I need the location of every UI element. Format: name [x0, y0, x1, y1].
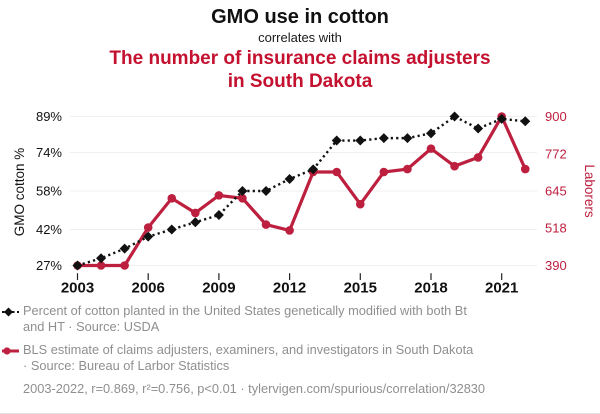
- data-point-gmo-cotton: [402, 133, 413, 144]
- legend-label-claims-adjusters: BLS estimate of claims adjusters, examin…: [23, 342, 474, 373]
- y-axis-tick-right: 900: [545, 109, 567, 124]
- gridlines: 89% 900 74% 772 58% 645 42% 518 27% 390: [36, 109, 567, 273]
- stats-footer: 2003-2022, r=0.869, r²=0.756, p<0.01 · t…: [23, 381, 486, 397]
- data-point-claims-adjusters: [520, 164, 530, 174]
- data-point-gmo-cotton: [143, 231, 154, 242]
- chart-subtitle: correlates with: [258, 30, 342, 45]
- data-point-claims-adjusters: [403, 164, 412, 174]
- chart-legend: Percent of cotton planted in the United …: [2, 303, 594, 397]
- data-point-claims-adjusters: [238, 194, 247, 203]
- legend-item-gmo-cotton: Percent of cotton planted in the United …: [2, 303, 594, 334]
- y-axis-tick-left: 27%: [36, 258, 62, 273]
- data-point-gmo-cotton: [520, 116, 531, 127]
- correlated-variable-title: The number of insurance claims adjusters…: [70, 48, 530, 93]
- data-point-claims-adjusters: [355, 199, 365, 209]
- data-point-claims-adjusters: [473, 153, 483, 162]
- y-axis-tick-left: 58%: [36, 184, 62, 199]
- data-point-gmo-cotton: [496, 113, 507, 124]
- data-point-claims-adjusters: [96, 261, 106, 270]
- x-axis-tick: 2006: [132, 280, 165, 297]
- data-point-gmo-cotton: [425, 128, 436, 139]
- data-point-claims-adjusters: [167, 194, 177, 203]
- data-point-gmo-cotton: [261, 186, 272, 196]
- data-point-gmo-cotton: [449, 111, 460, 122]
- x-axis-tick: 2012: [273, 280, 306, 297]
- y-axis-tick-left: 89%: [36, 109, 62, 124]
- x-axis-tick: 2015: [344, 280, 377, 297]
- data-point-gmo-cotton: [473, 123, 484, 134]
- data-point-gmo-cotton: [237, 186, 248, 196]
- data-point-gmo-cotton: [308, 164, 319, 175]
- data-point-gmo-cotton: [166, 224, 177, 235]
- chart-title: GMO use in cotton: [211, 6, 389, 28]
- y-axis-label-right: Laborers: [582, 164, 597, 218]
- data-point-claims-adjusters: [143, 223, 153, 232]
- y-axis-tick-left: 42%: [36, 222, 62, 237]
- legend-label-gmo-cotton: Percent of cotton planted in the United …: [23, 303, 467, 334]
- data-point-claims-adjusters: [261, 220, 271, 229]
- x-axis-tick: 2009: [202, 280, 235, 297]
- y-axis-tick-right: 390: [545, 258, 567, 273]
- series-gmo-cotton: [72, 111, 531, 271]
- gmo-series-legend-marker-icon: [2, 307, 19, 317]
- data-point-gmo-cotton: [378, 133, 389, 144]
- y-axis-tick-right: 645: [545, 184, 567, 199]
- data-point-claims-adjusters: [450, 161, 459, 171]
- x-axis-tick: 2021: [485, 280, 518, 297]
- data-point-claims-adjusters: [120, 261, 129, 270]
- y-axis-tick-left: 74%: [36, 145, 62, 160]
- data-point-gmo-cotton: [119, 243, 130, 254]
- data-point-gmo-cotton: [284, 173, 295, 184]
- y-axis-tick-right: 772: [545, 146, 567, 161]
- data-point-gmo-cotton: [96, 253, 107, 264]
- correlated-variable-text: The number of insurance claims adjusters…: [109, 48, 491, 92]
- data-point-gmo-cotton: [355, 135, 366, 146]
- data-point-claims-adjusters: [285, 226, 294, 235]
- x-axis-tick: 2003: [61, 280, 94, 297]
- data-point-claims-adjusters: [214, 191, 224, 200]
- x-axis-tick: 2018: [414, 280, 447, 297]
- data-point-gmo-cotton: [331, 135, 342, 146]
- data-point-gmo-cotton: [190, 217, 201, 228]
- data-point-claims-adjusters: [191, 208, 200, 218]
- data-point-claims-adjusters: [426, 144, 436, 153]
- data-point-claims-adjusters: [379, 167, 389, 177]
- y-axis-label-left: GMO cotton %: [12, 148, 27, 237]
- data-point-claims-adjusters: [332, 167, 342, 177]
- x-axis: 2003 2006 2009 2012 2015 2018 2021: [61, 273, 518, 297]
- data-point-gmo-cotton: [213, 210, 224, 221]
- data-point-gmo-cotton: [72, 260, 83, 271]
- y-axis-tick-right: 518: [545, 221, 567, 236]
- legend-item-claims-adjusters: BLS estimate of claims adjusters, examin…: [2, 342, 594, 373]
- series-claims-adjusters: [73, 112, 530, 270]
- claims-adjusters-series-legend-marker-icon: [2, 347, 19, 355]
